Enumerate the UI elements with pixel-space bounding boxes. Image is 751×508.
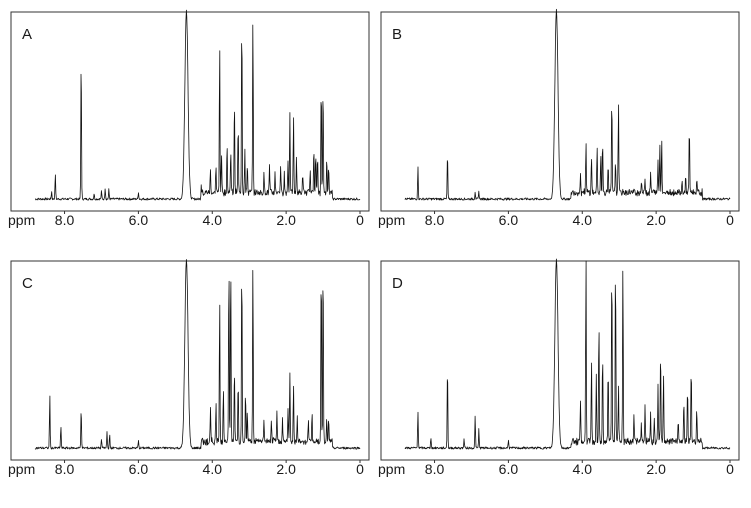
panel-label: C <box>22 275 33 292</box>
spectrum-panel-b: B 8.0 6.0 4.0 2.0 0 ppm <box>378 8 740 228</box>
nmr-spectrum-trace <box>34 9 361 201</box>
x-tick-label: 6.0 <box>129 212 149 228</box>
x-tick-label: 8.0 <box>55 461 75 477</box>
x-tick-label: 0 <box>356 461 364 477</box>
panel-label: D <box>392 275 403 292</box>
nmr-spectrum-trace <box>404 258 731 450</box>
x-tick-label: 0 <box>726 461 734 477</box>
x-tick-label: 8.0 <box>425 212 445 228</box>
x-axis-label: ppm <box>378 461 405 477</box>
x-tick-label: 4.0 <box>203 212 223 228</box>
x-tick-label: 4.0 <box>573 461 593 477</box>
x-tick-label: 6.0 <box>499 212 519 228</box>
panel-frame <box>10 11 370 212</box>
x-tick-label: 2.0 <box>646 212 666 228</box>
x-tick-label: 4.0 <box>203 461 223 477</box>
x-tick-label: 4.0 <box>573 212 593 228</box>
x-tick-label: 0 <box>356 212 364 228</box>
x-tick-label: 0 <box>726 212 734 228</box>
panel-frame <box>10 260 370 461</box>
spectrum-panel-a: A 8.0 6.0 4.0 2.0 0 ppm <box>8 9 370 228</box>
spectrum-panel-c: C 8.0 6.0 4.0 2.0 0 ppm <box>8 259 370 477</box>
x-tick-label: 8.0 <box>55 212 75 228</box>
x-axis-label: ppm <box>8 461 35 477</box>
panel-label: B <box>392 26 402 43</box>
x-tick-label: 2.0 <box>276 461 296 477</box>
panel-frame <box>380 260 740 461</box>
x-tick-label: 6.0 <box>499 461 519 477</box>
spectrum-panel-d: D 8.0 6.0 4.0 2.0 0 ppm <box>378 258 740 477</box>
x-axis-label: ppm <box>8 212 35 228</box>
nmr-spectrum-trace <box>34 259 361 450</box>
panel-frame <box>380 11 740 212</box>
x-tick-label: 8.0 <box>425 461 445 477</box>
x-tick-label: 2.0 <box>646 461 666 477</box>
x-tick-label: 2.0 <box>276 212 296 228</box>
nmr-spectrum-trace <box>404 8 731 201</box>
x-axis-label: ppm <box>378 212 405 228</box>
x-tick-label: 6.0 <box>129 461 149 477</box>
panel-label: A <box>22 26 32 43</box>
